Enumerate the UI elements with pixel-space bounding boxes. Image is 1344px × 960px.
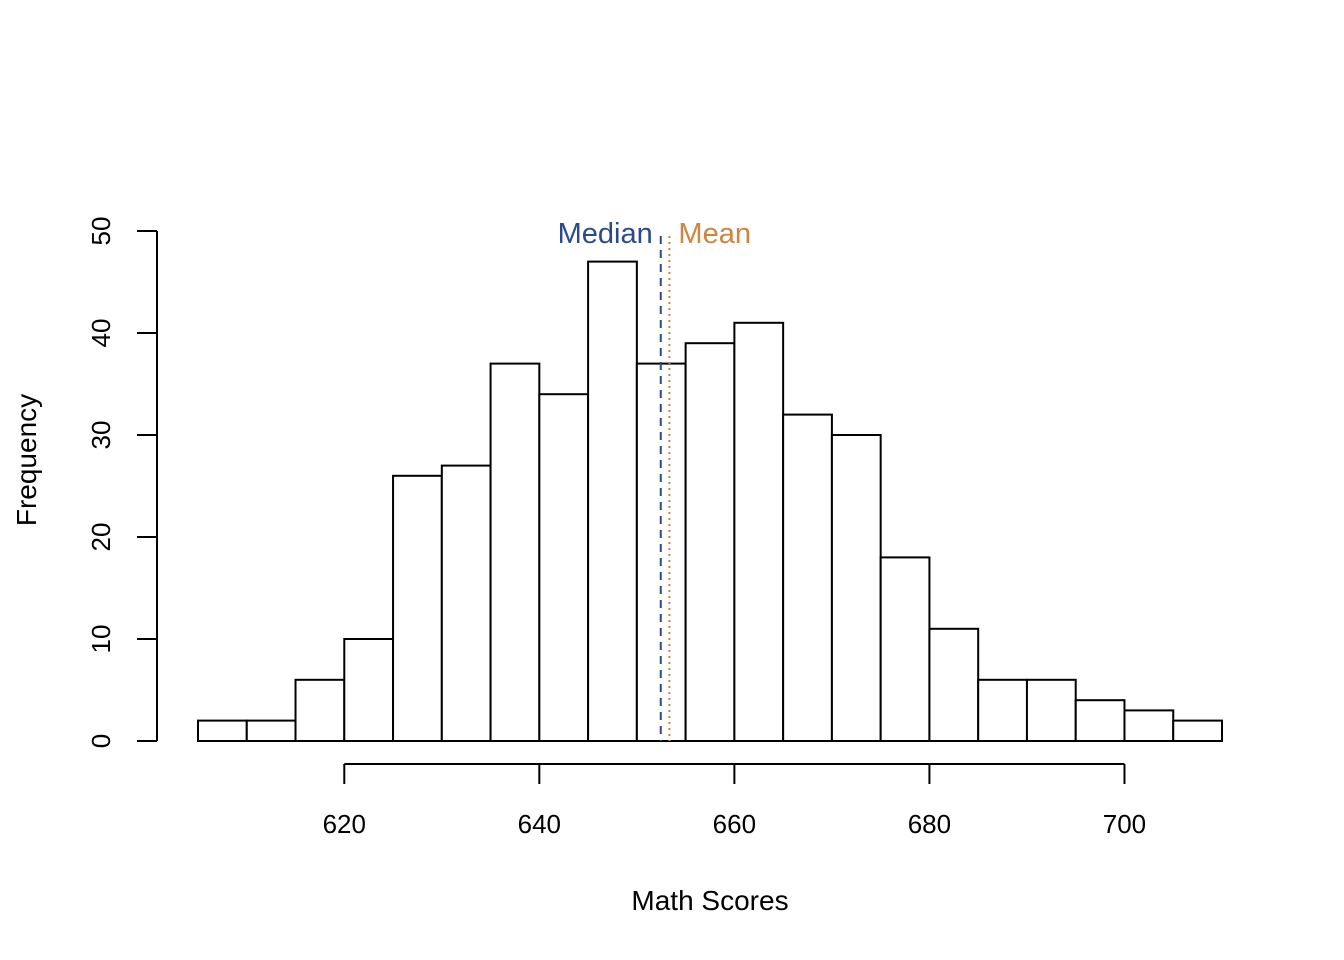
x-axis: 620 640 660 680 700 xyxy=(323,763,1146,839)
y-tick-label: 0 xyxy=(86,734,116,748)
x-tick-label: 640 xyxy=(518,809,561,839)
histogram-bar xyxy=(489,362,541,742)
histogram-bar xyxy=(587,260,638,742)
histogram-bar xyxy=(977,678,1028,742)
reference-lines: Median Mean xyxy=(558,218,751,741)
histogram-bar xyxy=(1123,709,1175,743)
histogram-bar xyxy=(392,474,443,742)
histogram-bar xyxy=(1074,699,1126,743)
histogram-bar xyxy=(197,719,248,742)
histogram-bars xyxy=(197,260,1223,743)
histogram-bar xyxy=(928,627,980,742)
y-axis: 0 10 20 30 40 50 xyxy=(86,217,158,748)
mean-label: Mean xyxy=(678,218,751,250)
histogram-bar xyxy=(635,362,687,742)
histogram-bar xyxy=(1172,719,1223,742)
histogram-bar xyxy=(245,719,297,742)
y-tick-label: 20 xyxy=(86,523,116,552)
histogram-bar xyxy=(1025,678,1077,742)
histogram-bar xyxy=(538,393,590,742)
x-tick-label: 660 xyxy=(713,809,756,839)
histogram-bar xyxy=(733,321,785,742)
histogram-bar xyxy=(440,464,492,742)
histogram-bar xyxy=(684,342,736,742)
y-tick-label: 30 xyxy=(86,421,116,450)
x-axis-title: Math Scores xyxy=(631,885,788,916)
histogram-bar xyxy=(830,434,882,742)
y-tick-label: 50 xyxy=(86,217,116,246)
histogram-bar xyxy=(294,678,346,742)
x-tick-label: 620 xyxy=(323,809,366,839)
y-axis-title: Frequency xyxy=(11,394,42,526)
median-label: Median xyxy=(558,218,653,250)
y-tick-label: 40 xyxy=(86,319,116,348)
histogram-bar xyxy=(343,638,395,742)
histogram-bar xyxy=(879,556,931,743)
x-tick-label: 700 xyxy=(1103,809,1146,839)
y-tick-label: 10 xyxy=(86,625,116,654)
x-tick-label: 680 xyxy=(908,809,951,839)
histogram-bar xyxy=(782,413,833,742)
